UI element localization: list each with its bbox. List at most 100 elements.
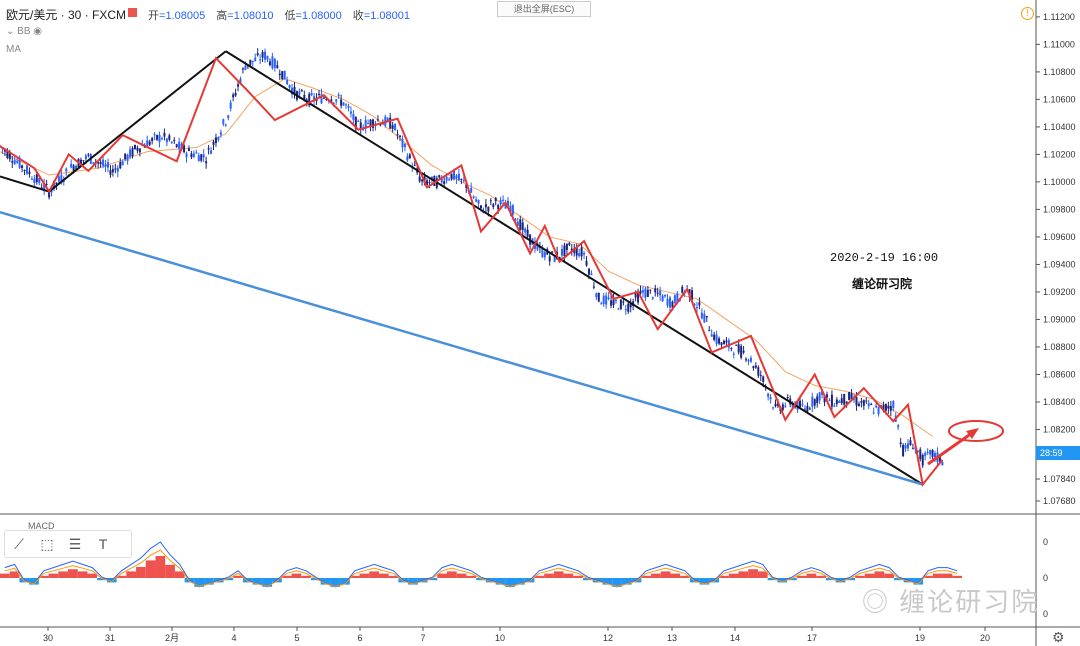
candle-body	[602, 295, 605, 305]
candle-body	[504, 205, 507, 209]
candle-body	[487, 206, 490, 212]
macd-histogram-bar	[145, 560, 156, 578]
x-tick-label: 17	[807, 633, 817, 643]
macd-histogram-bar	[165, 564, 175, 578]
candle-body	[902, 444, 905, 456]
candle-body	[884, 403, 887, 411]
candle-body	[239, 78, 242, 84]
candle-body	[818, 392, 821, 401]
candle-body	[48, 190, 51, 198]
x-tick-label: 14	[730, 633, 740, 643]
candle-body	[79, 159, 82, 167]
candle-body	[271, 56, 274, 69]
rectangle-tool-icon[interactable]: ⬚	[40, 535, 54, 552]
candle-body	[325, 98, 328, 101]
x-tick-label: 12	[603, 633, 613, 643]
candle-body	[440, 178, 443, 183]
text-tool-icon[interactable]: T	[98, 536, 108, 552]
candle-body	[146, 140, 149, 148]
candle-body	[347, 105, 350, 108]
trendline	[225, 50, 924, 486]
candle-body	[21, 165, 24, 169]
candle-body	[244, 65, 247, 70]
candle-body	[38, 178, 41, 183]
candle-body	[857, 403, 860, 407]
candle-body	[480, 205, 482, 209]
macd-histogram-bar	[233, 575, 243, 578]
y-tick-label: 1.09800	[1043, 204, 1076, 214]
candle-body	[715, 334, 718, 344]
trendline-tool-icon[interactable]: ⟋	[14, 535, 24, 552]
y-tick-label: 1.10200	[1043, 149, 1076, 159]
candle-body	[273, 59, 276, 68]
candle-body	[337, 94, 340, 97]
channel-line	[0, 210, 924, 486]
candle-body	[237, 84, 240, 87]
candle-body	[659, 290, 662, 296]
candle-body	[526, 229, 529, 237]
candle-body	[575, 247, 578, 256]
candle-body	[298, 91, 301, 95]
candle-body	[212, 141, 215, 145]
candle-body	[136, 147, 139, 151]
candle-body	[195, 152, 198, 154]
candle-body	[737, 344, 740, 353]
macd-histogram-bar	[563, 573, 574, 578]
candle-body	[430, 176, 433, 180]
candle-body	[413, 164, 416, 166]
y-tick-label: 1.07840	[1043, 474, 1076, 484]
candle-body	[553, 256, 556, 262]
x-tick-label: 4	[231, 633, 236, 643]
candle-body	[909, 440, 912, 446]
candle-body	[843, 393, 846, 405]
candle-body	[222, 119, 225, 125]
arrow-head-icon	[966, 428, 979, 439]
candle-body	[649, 289, 652, 291]
candle-body	[455, 175, 458, 179]
target-arrow	[927, 431, 973, 466]
candle-body	[354, 116, 357, 129]
candle-body	[369, 119, 372, 127]
macd-histogram-bar	[320, 578, 331, 585]
macd-histogram-bar	[155, 556, 166, 578]
candle-body	[862, 400, 865, 406]
candle-body	[448, 179, 451, 181]
macd-histogram-bar	[68, 569, 78, 578]
candle-body	[624, 309, 627, 311]
candle-body	[803, 408, 806, 411]
trendline	[48, 50, 227, 193]
candle-body	[791, 403, 794, 408]
gear-icon[interactable]: ⚙	[1052, 629, 1065, 645]
candle-body	[111, 169, 114, 173]
macd-histogram-bar	[612, 578, 622, 587]
candle-body	[720, 342, 723, 345]
candle-body	[639, 290, 642, 294]
macd-histogram-bar	[340, 578, 350, 585]
exit-fullscreen-button[interactable]: 退出全屏(ESC)	[497, 1, 591, 17]
candle-body	[521, 222, 524, 231]
candle-body	[877, 406, 880, 415]
fib-tool-icon[interactable]: ☰	[68, 535, 82, 552]
candle-body	[3, 149, 6, 152]
indicator-ma-label[interactable]: MA	[6, 44, 21, 55]
candle-body	[698, 302, 701, 306]
candle-body	[8, 152, 11, 160]
indicator-bb-label[interactable]: ⌄ BB ◉	[6, 26, 43, 37]
candle-body	[651, 297, 654, 299]
macd-histogram-bar	[116, 575, 127, 578]
candle-body	[403, 144, 406, 148]
candle-body	[364, 120, 367, 130]
candle-body	[587, 268, 590, 275]
candle-body	[391, 125, 394, 129]
candle-body	[60, 174, 63, 184]
candle-body	[421, 179, 424, 182]
target-ellipse	[948, 420, 1004, 442]
symbol-label[interactable]: 欧元/美元 · 30 · FXCM	[6, 8, 127, 22]
info-icon[interactable]: !	[1021, 7, 1034, 20]
macd-histogram-bar	[38, 575, 49, 578]
candle-body	[511, 205, 514, 215]
candle-body	[214, 137, 217, 144]
candle-body	[160, 138, 163, 140]
candle-body	[781, 404, 784, 410]
